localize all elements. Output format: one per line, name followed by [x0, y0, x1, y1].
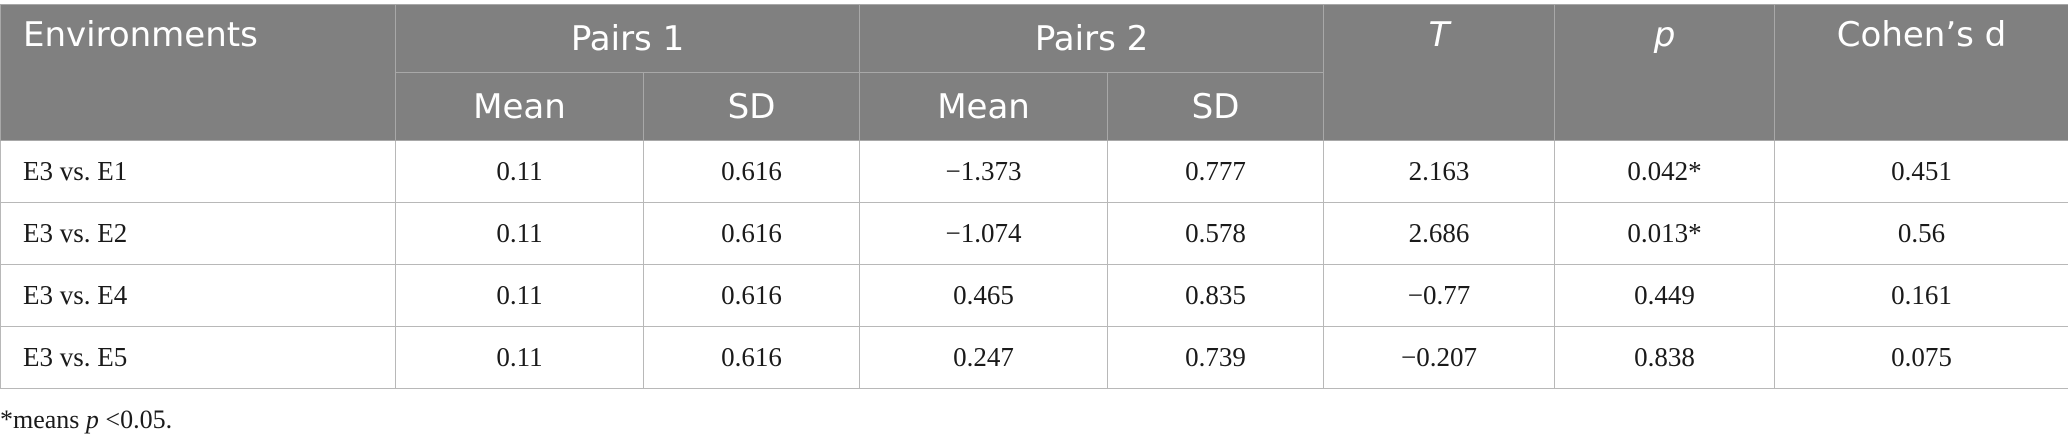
cell-pairs2-sd: 0.835 [1107, 264, 1325, 327]
cell-cohens-d: 0.56 [1774, 202, 2068, 265]
cell-cohens-d: 0.161 [1774, 264, 2068, 327]
table-row: E3 vs. E5 0.11 0.616 0.247 0.739 −0.207 … [0, 326, 2068, 389]
footnote-suffix: <0.05. [98, 405, 173, 434]
results-table: Environments Pairs 1 Pairs 2 T p Cohen’s… [0, 4, 2068, 389]
cell-environment: E3 vs. E2 [0, 202, 396, 265]
footnote-p: p [85, 405, 99, 434]
cell-pairs1-mean: 0.11 [395, 326, 644, 389]
cell-environment: E3 vs. E1 [0, 140, 396, 203]
cell-p: 0.042* [1554, 140, 1776, 203]
table-row: E3 vs. E4 0.11 0.616 0.465 0.835 −0.77 0… [0, 264, 2068, 327]
header-pairs1: Pairs 1 [394, 4, 861, 73]
cell-pairs2-mean: 0.247 [859, 326, 1109, 389]
cell-pairs2-sd: 0.578 [1107, 202, 1325, 265]
header-pairs1-mean: Mean [395, 72, 644, 141]
table-row: E3 vs. E2 0.11 0.616 −1.074 0.578 2.686 … [0, 202, 2068, 265]
header-row-sub: Mean SD Mean SD [1, 72, 2068, 141]
cell-p: 0.013* [1554, 202, 1776, 265]
cell-pairs2-mean: −1.074 [859, 202, 1109, 265]
header-t: T [1323, 4, 1556, 141]
header-cohens-d: Cohen’s d [1774, 4, 2068, 141]
cell-t: −0.77 [1323, 264, 1556, 327]
cell-environment: E3 vs. E4 [0, 264, 396, 327]
cell-pairs1-sd: 0.616 [642, 202, 861, 265]
cell-t: −0.207 [1323, 326, 1556, 389]
cell-pairs1-mean: 0.11 [395, 202, 644, 265]
cell-t: 2.163 [1323, 140, 1556, 203]
cell-pairs1-mean: 0.11 [395, 264, 644, 327]
cell-pairs2-mean: −1.373 [859, 140, 1109, 203]
header-environments: Environments [0, 4, 396, 141]
header-pairs1-sd: SD [642, 72, 861, 141]
cell-cohens-d: 0.075 [1774, 326, 2068, 389]
table-footnote: *means p <0.05. [0, 405, 172, 435]
footnote-prefix: *means [0, 405, 86, 434]
cell-pairs1-sd: 0.616 [642, 326, 861, 389]
cell-pairs1-sd: 0.616 [642, 264, 861, 327]
cell-p: 0.838 [1554, 326, 1776, 389]
cell-pairs2-sd: 0.777 [1107, 140, 1325, 203]
table-header: Environments Pairs 1 Pairs 2 T p Cohen’s… [0, 4, 2068, 141]
cell-t: 2.686 [1323, 202, 1556, 265]
cell-pairs2-sd: 0.739 [1107, 326, 1325, 389]
table-row: E3 vs. E1 0.11 0.616 −1.373 0.777 2.163 … [0, 140, 2068, 203]
cell-pairs1-sd: 0.616 [642, 140, 861, 203]
cell-cohens-d: 0.451 [1774, 140, 2068, 203]
cell-p: 0.449 [1554, 264, 1776, 327]
header-row-top: Environments Pairs 1 Pairs 2 T p Cohen’s… [0, 4, 2068, 141]
header-p: p [1554, 4, 1776, 141]
cell-pairs2-mean: 0.465 [859, 264, 1109, 327]
header-pairs2: Pairs 2 [859, 4, 1325, 73]
cell-environment: E3 vs. E5 [0, 326, 396, 389]
cell-pairs1-mean: 0.11 [395, 140, 644, 203]
header-pairs2-mean: Mean [859, 72, 1109, 141]
table-body: E3 vs. E1 0.11 0.616 −1.373 0.777 2.163 … [0, 140, 2068, 389]
header-pairs2-sd: SD [1107, 72, 1325, 141]
